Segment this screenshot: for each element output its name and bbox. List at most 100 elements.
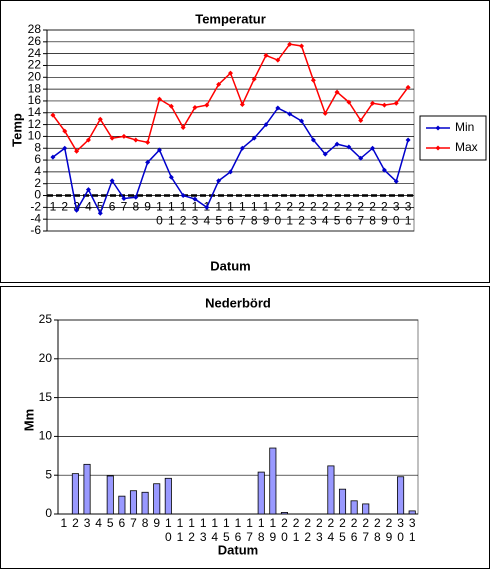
legend-marker bbox=[435, 145, 441, 151]
point bbox=[393, 100, 399, 106]
point bbox=[310, 137, 316, 143]
bar bbox=[397, 476, 405, 515]
point bbox=[334, 141, 340, 147]
bar bbox=[129, 490, 138, 515]
y-tick-label: 0 bbox=[45, 506, 52, 520]
y-tick-label: -6 bbox=[30, 223, 41, 237]
x-tick-label: 7 bbox=[130, 516, 137, 530]
point bbox=[251, 135, 257, 141]
point bbox=[50, 154, 56, 160]
point bbox=[393, 178, 399, 184]
point bbox=[97, 116, 103, 122]
point bbox=[322, 151, 328, 157]
point bbox=[180, 125, 186, 131]
point bbox=[346, 144, 352, 150]
point bbox=[109, 178, 115, 184]
x-tick-label: 14 bbox=[203, 200, 210, 228]
bar bbox=[338, 488, 347, 515]
bar bbox=[83, 463, 91, 515]
point bbox=[121, 133, 127, 139]
y-tick-label: -2 bbox=[30, 200, 41, 214]
point bbox=[192, 104, 198, 110]
point bbox=[133, 137, 139, 143]
point bbox=[85, 137, 91, 143]
point bbox=[310, 77, 316, 83]
point bbox=[62, 145, 68, 151]
point bbox=[299, 118, 305, 124]
point bbox=[74, 148, 80, 154]
point bbox=[156, 96, 162, 102]
y-tick-label: 26 bbox=[28, 34, 42, 48]
x-tick-label: 7 bbox=[121, 200, 128, 214]
bar bbox=[164, 477, 172, 515]
legend-box bbox=[419, 115, 487, 161]
point bbox=[263, 52, 269, 58]
x-tick-label: 2 bbox=[72, 516, 79, 530]
point bbox=[216, 178, 222, 184]
y-tick-label: 16 bbox=[28, 93, 42, 107]
point bbox=[322, 110, 328, 116]
y-tick-label: 22 bbox=[28, 58, 42, 72]
y-tick-label: 0 bbox=[34, 188, 41, 202]
bar bbox=[106, 475, 114, 515]
x-tick-label: 5 bbox=[97, 200, 104, 214]
point bbox=[405, 137, 411, 143]
point bbox=[405, 84, 411, 90]
y-tick-label: 12 bbox=[28, 117, 42, 131]
legend-label: Max bbox=[455, 140, 478, 154]
x-tick-label: 1 bbox=[50, 200, 57, 214]
point bbox=[370, 100, 376, 106]
y-tick-label: 28 bbox=[28, 22, 42, 36]
bar bbox=[257, 471, 265, 515]
point bbox=[74, 207, 80, 213]
y-tick-label: 2 bbox=[34, 176, 41, 190]
point bbox=[334, 89, 340, 95]
y-tick-label: 4 bbox=[34, 164, 41, 178]
x-tick-label: 2 bbox=[61, 200, 68, 214]
x-tick-label: 8 bbox=[132, 200, 139, 214]
point bbox=[358, 117, 364, 123]
point bbox=[204, 102, 210, 108]
point bbox=[381, 167, 387, 173]
point bbox=[358, 155, 364, 161]
y-tick-label: 25 bbox=[39, 312, 53, 326]
y-tick-label: 15 bbox=[39, 390, 53, 404]
point bbox=[370, 145, 376, 151]
y-tick-label: 24 bbox=[28, 46, 42, 60]
x-axis-label: Datum bbox=[210, 258, 250, 273]
x-tick-label: 6 bbox=[119, 516, 126, 530]
x-tick-label: 9 bbox=[153, 516, 160, 530]
point bbox=[156, 147, 162, 153]
point bbox=[192, 196, 198, 202]
y-tick-label: 10 bbox=[28, 129, 42, 143]
point bbox=[133, 194, 139, 200]
y-tick-label: 18 bbox=[28, 81, 42, 95]
point bbox=[275, 105, 281, 111]
